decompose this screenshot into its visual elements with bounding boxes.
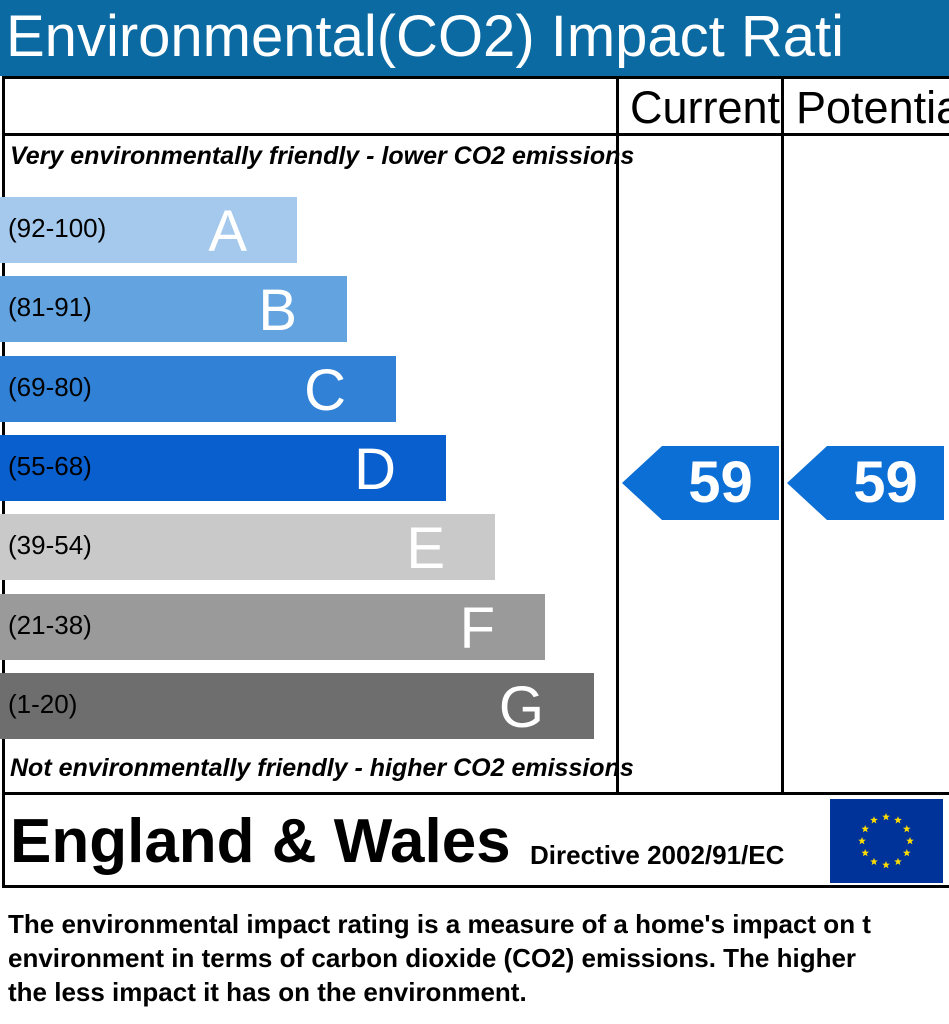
potential-rating-arrow: 59 — [787, 446, 944, 520]
title-bar: Environmental(CO2) Impact Rati — [0, 0, 949, 76]
potential-rating-value: 59 — [853, 450, 918, 515]
eu-star-icon — [870, 857, 878, 865]
footer-divider — [2, 792, 949, 795]
potential-column-header: Potentia — [796, 82, 949, 133]
band-range: (1-20) — [8, 689, 78, 719]
band-e: (39-54) E — [0, 514, 495, 581]
band-f: (21-38) F — [0, 594, 545, 661]
band-c: (69-80) C — [0, 356, 396, 423]
eu-star-icon — [903, 825, 911, 833]
band-range: (92-100) — [8, 213, 107, 243]
potential-column-divider — [781, 76, 784, 794]
band-a: (92-100) A — [0, 197, 297, 264]
eu-star-icon — [882, 813, 890, 821]
current-rating-arrow: 59 — [622, 446, 779, 520]
eu-star-icon — [882, 861, 890, 869]
eu-flag-icon — [830, 799, 943, 883]
current-arrow-shape — [622, 446, 779, 520]
band-letter: F — [459, 596, 495, 661]
band-range: (55-68) — [8, 451, 92, 481]
eu-star-icon — [894, 857, 902, 865]
eu-stars-icon — [858, 813, 914, 869]
eu-star-icon — [903, 849, 911, 857]
chart-title: Environmental(CO2) Impact Rati — [6, 4, 845, 69]
description-line: environment in terms of carbon dioxide (… — [8, 943, 857, 973]
eu-star-icon — [870, 816, 878, 824]
current-column-header: Current — [630, 82, 781, 133]
eu-star-icon — [906, 837, 914, 845]
eu-star-icon — [894, 816, 902, 824]
current-rating-value: 59 — [688, 450, 753, 515]
eu-star-icon — [861, 825, 869, 833]
band-range: (69-80) — [8, 372, 92, 402]
eu-star-icon — [858, 837, 866, 845]
band-d: (55-68) D — [0, 435, 446, 502]
band-g: (1-20) G — [0, 673, 594, 740]
top-note: Very environmentally friendly - lower CO… — [10, 142, 635, 170]
band-letter: G — [498, 675, 544, 740]
description-line: the less impact it has on the environmen… — [8, 977, 527, 1007]
header-divider — [2, 133, 949, 136]
country-label: England & Wales — [10, 807, 511, 876]
band-b: (81-91) B — [0, 276, 347, 343]
description-line: The environmental impact rating is a mea… — [8, 909, 871, 939]
eu-star-icon — [861, 849, 869, 857]
band-letter: A — [208, 199, 247, 264]
band-letter: D — [354, 437, 396, 502]
directive-label: Directive 2002/91/EC — [530, 840, 785, 870]
band-range: (81-91) — [8, 292, 92, 322]
band-range: (21-38) — [8, 610, 92, 640]
band-letter: C — [304, 358, 346, 423]
current-column-divider — [616, 76, 619, 794]
bottom-note: Not environmentally friendly - higher CO… — [10, 754, 634, 782]
potential-arrow-shape — [787, 446, 944, 520]
band-letter: B — [258, 278, 297, 343]
band-letter: E — [406, 516, 445, 581]
description: The environmental impact rating is a mea… — [8, 907, 949, 1009]
band-range: (39-54) — [8, 530, 92, 560]
